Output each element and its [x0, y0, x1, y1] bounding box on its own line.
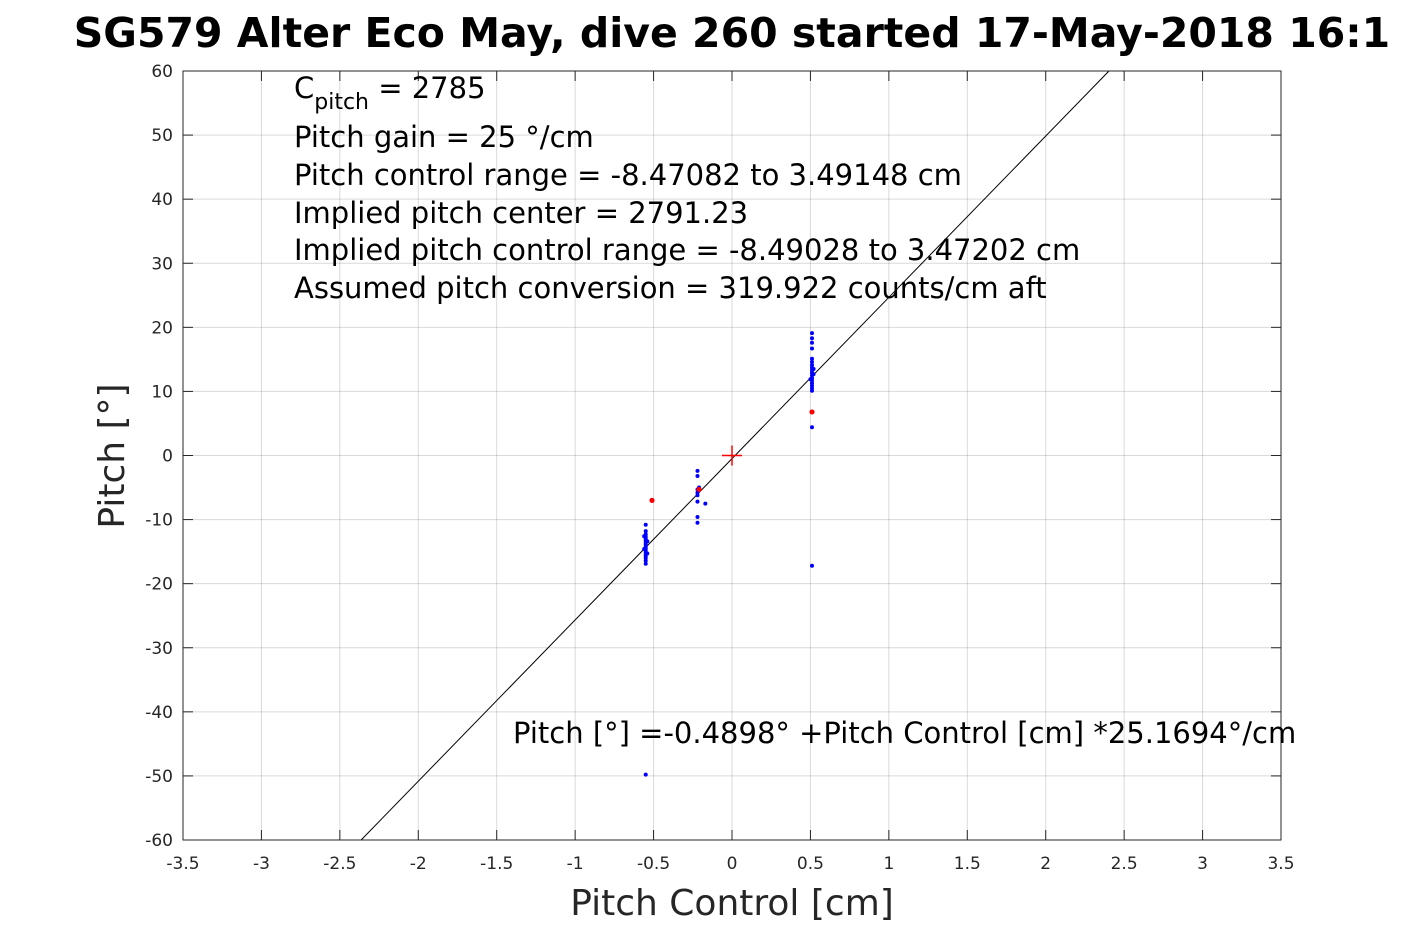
- annotation-block: Cpitch = 2785 Pitch gain = 25 °/cm Pitch…: [294, 71, 1080, 305]
- data-point: [809, 356, 814, 361]
- y-tick-label: 0: [162, 447, 173, 467]
- c-pitch-prefix: C: [294, 71, 314, 105]
- data-point: [809, 388, 814, 393]
- series-0: [642, 331, 816, 777]
- x-tick-label: -1: [567, 854, 584, 874]
- y-tick-labels: -60 -50 -40 -30 -20 -10 0 10 20 30 40 50 60: [145, 62, 173, 851]
- center-marker-group: [722, 445, 742, 466]
- y-tick-label: -50: [145, 767, 173, 787]
- x-tick-label: 2.5: [1111, 854, 1138, 874]
- y-tick-label: -60: [145, 831, 173, 851]
- annotation-line: Pitch gain = 25 °/cm: [294, 120, 594, 154]
- y-tick-label: -20: [145, 575, 173, 595]
- x-tick-label: 0.5: [797, 854, 824, 874]
- data-point: [642, 534, 647, 539]
- y-tick-label: -30: [145, 639, 173, 659]
- annotation-line: Implied pitch control range = -8.49028 t…: [294, 233, 1080, 267]
- x-tick-label: -1.5: [480, 854, 513, 874]
- data-point: [643, 561, 648, 566]
- data-point: [809, 336, 814, 341]
- data-point: [809, 425, 814, 430]
- x-tick-labels: -3.5 -3 -2.5 -2 -1.5 -1 -0.5 0 0.5 1 1.5 2 2.5 3 3.5: [166, 854, 1294, 874]
- c-pitch-subscript: pitch: [314, 90, 369, 115]
- data-point: [695, 493, 700, 498]
- y-tick-label: 20: [151, 318, 173, 338]
- data-point: [695, 515, 700, 520]
- data-point: [809, 563, 814, 568]
- y-tick-label: 50: [151, 126, 173, 146]
- annotation-line: Implied pitch center = 2791.23: [294, 196, 748, 230]
- x-tick-label: 1.5: [954, 854, 981, 874]
- y-tick-label: 30: [151, 254, 173, 274]
- plot-frame: [182, 70, 1282, 841]
- y-tick-label: -10: [145, 511, 173, 531]
- x-tick-label: 3.5: [1267, 854, 1294, 874]
- data-points: [642, 331, 816, 777]
- annotation-line: Assumed pitch conversion = 319.922 count…: [294, 271, 1047, 305]
- x-tick-label: 3: [1197, 854, 1208, 874]
- x-tick-label: -3: [253, 854, 270, 874]
- axis-ticks: [182, 70, 1282, 841]
- x-tick-label: 2: [1040, 854, 1051, 874]
- data-point: [696, 486, 702, 493]
- data-point: [642, 547, 647, 552]
- x-tick-label: -3.5: [166, 854, 199, 874]
- chart-title: SG579 Alter Eco May, dive 260 started 17…: [74, 9, 1390, 57]
- x-tick-label: -0.5: [637, 854, 670, 874]
- data-point: [643, 529, 648, 534]
- data-point: [811, 366, 816, 371]
- fit-equation-label: Pitch [°] =-0.4898° +Pitch Control [cm] …: [513, 716, 1296, 750]
- data-point: [695, 474, 700, 479]
- series-1: [649, 409, 815, 503]
- data-point: [703, 501, 708, 506]
- data-point: [643, 772, 648, 777]
- data-point: [643, 558, 648, 563]
- annotation-line: Pitch control range = -8.47082 to 3.4914…: [294, 158, 962, 192]
- data-point: [643, 522, 648, 527]
- data-point: [645, 539, 650, 544]
- data-point: [649, 497, 655, 503]
- data-point: [695, 468, 700, 473]
- data-point: [695, 499, 700, 504]
- data-point: [809, 346, 814, 351]
- data-point: [645, 551, 650, 556]
- data-point: [808, 377, 813, 382]
- y-tick-label: -40: [145, 703, 173, 723]
- data-point: [809, 359, 814, 364]
- y-tick-label: 10: [151, 382, 173, 402]
- x-tick-label: -2.5: [323, 854, 356, 874]
- data-point: [809, 340, 814, 345]
- c-pitch-annotation: Cpitch = 2785: [294, 71, 486, 115]
- data-point: [809, 331, 814, 336]
- y-axis-label: Pitch [°]: [92, 383, 133, 528]
- c-pitch-value: = 2785: [369, 71, 486, 105]
- x-tick-label: -2: [410, 854, 427, 874]
- data-point: [811, 372, 816, 377]
- x-tick-label: 0: [727, 854, 738, 874]
- data-point: [809, 409, 815, 415]
- data-point: [695, 520, 700, 525]
- y-tick-label: 40: [151, 190, 173, 210]
- x-axis-label: Pitch Control [cm]: [570, 883, 894, 924]
- y-tick-label: 60: [151, 62, 173, 82]
- x-tick-label: 1: [883, 854, 894, 874]
